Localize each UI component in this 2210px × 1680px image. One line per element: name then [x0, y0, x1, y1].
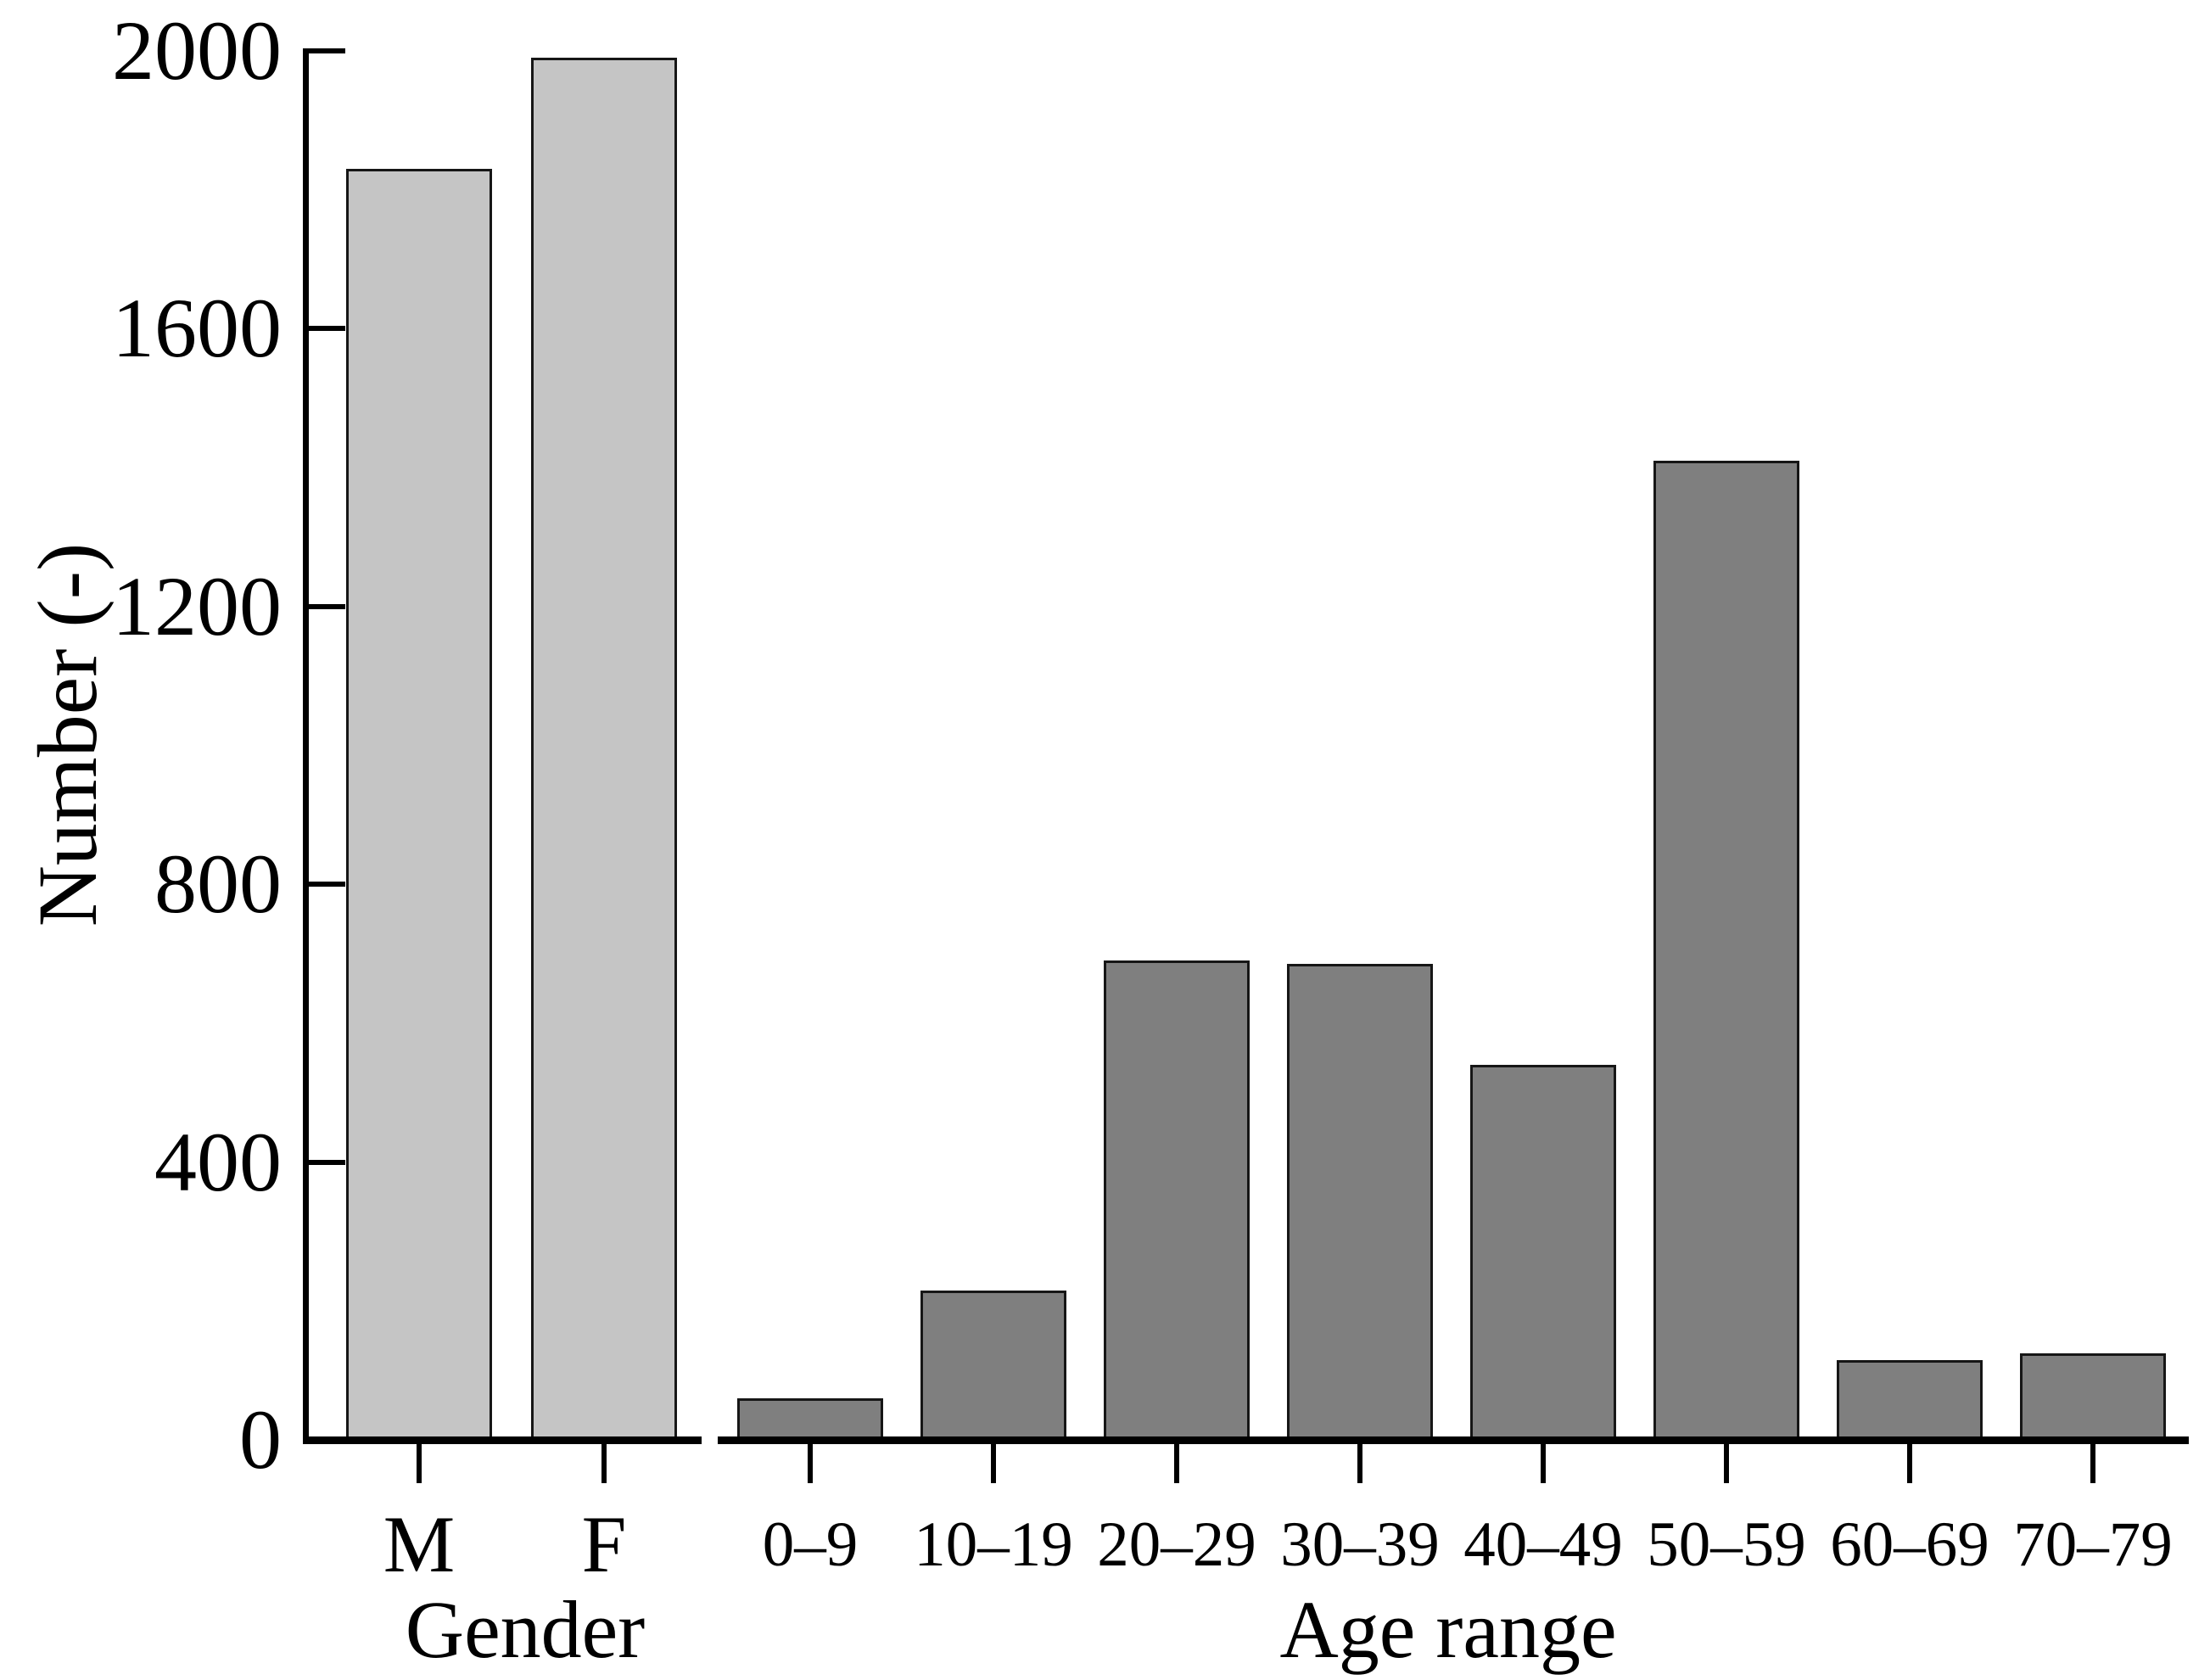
y-tick-400: [308, 1160, 345, 1165]
x-tick-0-9: [808, 1444, 813, 1483]
x-tick-30-39: [1357, 1444, 1362, 1483]
y-tick-label-1600: 1600: [112, 281, 282, 375]
bar-40-49: [1470, 1065, 1616, 1444]
x-tick-label-60-69: 60–69: [1830, 1509, 1989, 1580]
x-axis-line-age: [718, 1436, 2189, 1444]
y-tick-label-800: 800: [154, 837, 282, 931]
y-tick-label-400: 400: [154, 1115, 282, 1209]
y-tick-label-2000: 2000: [112, 3, 282, 98]
x-tick-40-49: [1541, 1444, 1546, 1483]
y-tick-1200: [308, 604, 345, 609]
x-tick-label-0-9: 0–9: [762, 1509, 859, 1580]
bar-60-69: [1837, 1360, 1983, 1444]
bar-f: [531, 58, 677, 1444]
x-tick-60-69: [1907, 1444, 1912, 1483]
y-tick-label-0: 0: [239, 1392, 282, 1487]
x-tick-label-30-39: 30–39: [1280, 1509, 1440, 1580]
x-tick-50-59: [1724, 1444, 1729, 1483]
bar-10-19: [920, 1291, 1066, 1444]
bar-m: [346, 169, 492, 1444]
x-tick-label-70-79: 70–79: [2013, 1509, 2173, 1580]
x-tick-label-50-59: 50–59: [1647, 1509, 1806, 1580]
x-tick-label-40-49: 40–49: [1463, 1509, 1623, 1580]
x-tick-10-19: [991, 1444, 996, 1483]
y-axis-line: [303, 48, 309, 1444]
y-tick-800: [308, 882, 345, 887]
bar-50-59: [1653, 461, 1799, 1444]
bar-70-79: [2020, 1353, 2166, 1444]
x-tick-label-f: F: [581, 1499, 627, 1589]
y-tick-label-1200: 1200: [112, 559, 282, 653]
x-axis-line-gender: [303, 1436, 702, 1444]
bar-20-29: [1104, 960, 1250, 1444]
x-tick-70-79: [2090, 1444, 2095, 1483]
group-label-age-range: Age range: [1279, 1584, 1617, 1675]
bar-30-39: [1287, 964, 1433, 1444]
x-tick-20-29: [1174, 1444, 1179, 1483]
x-tick-f: [601, 1444, 607, 1483]
y-tick-2000: [308, 48, 345, 53]
x-tick-m: [417, 1444, 422, 1483]
x-tick-label-20-29: 20–29: [1097, 1509, 1256, 1580]
x-tick-label-10-19: 10–19: [914, 1509, 1073, 1580]
x-tick-label-m: M: [383, 1499, 456, 1589]
group-label-gender: Gender: [405, 1584, 646, 1675]
y-axis-title: Number (-): [20, 542, 115, 927]
y-tick-1600: [308, 326, 345, 331]
